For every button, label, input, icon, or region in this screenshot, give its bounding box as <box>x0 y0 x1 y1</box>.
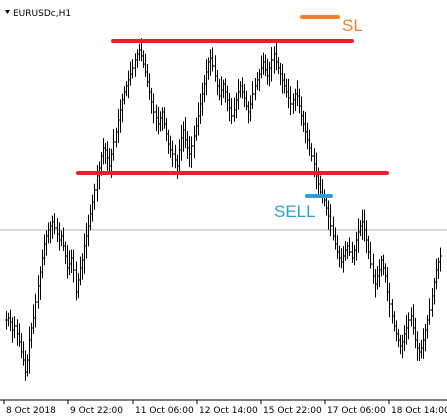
ohlc-bar <box>428 298 431 325</box>
dropdown-arrow-icon[interactable] <box>5 10 10 14</box>
x-axis: 8 Oct 2018 9 Oct 22:00 11 Oct 06:00 12 Oct … <box>0 399 447 416</box>
ohlc-bar <box>329 203 332 237</box>
ohlc-bar <box>310 143 313 162</box>
x-tick-label: 12 Oct 14:00 <box>199 406 258 416</box>
ohlc-bar <box>251 81 254 109</box>
sl-label: SL <box>342 16 363 35</box>
x-tick-label: 18 Oct 14:00 <box>391 406 447 416</box>
symbol-label: EURUSDc,H1 <box>13 9 71 19</box>
ohlc-bar <box>131 59 134 79</box>
ohlc-bar <box>171 140 174 168</box>
ohlc-bar <box>369 241 372 269</box>
x-tick-label: 11 Oct 06:00 <box>135 406 194 416</box>
ohlc-bar <box>211 47 214 72</box>
x-tick-label: 15 Oct 22:00 <box>263 406 322 416</box>
ohlc-bar <box>270 47 273 82</box>
ohlc-bar <box>407 312 410 340</box>
ohlc-bar <box>112 129 115 161</box>
symbol-header[interactable]: EURUSDc,H1 <box>5 9 71 19</box>
ohlc-bar <box>230 98 233 124</box>
ohlc-bar <box>13 316 16 339</box>
ohlc-bar <box>152 93 155 124</box>
ohlc-bar <box>439 247 442 272</box>
sell-label: SELL <box>274 202 316 221</box>
ohlc-bar <box>348 237 351 256</box>
ohlc-bar <box>190 136 193 168</box>
x-tick-label: 8 Oct 2018 <box>6 406 56 416</box>
ohlc-bar <box>388 282 391 318</box>
ohlc-bar <box>72 249 75 283</box>
x-tick-label: 17 Oct 06:00 <box>327 406 386 416</box>
ohlc-bar <box>93 183 96 210</box>
ohlc-bar <box>53 213 56 235</box>
ohlc-bar <box>34 293 37 328</box>
x-tick-label: 9 Oct 22:00 <box>70 406 123 416</box>
ohlc-bar <box>289 86 292 116</box>
